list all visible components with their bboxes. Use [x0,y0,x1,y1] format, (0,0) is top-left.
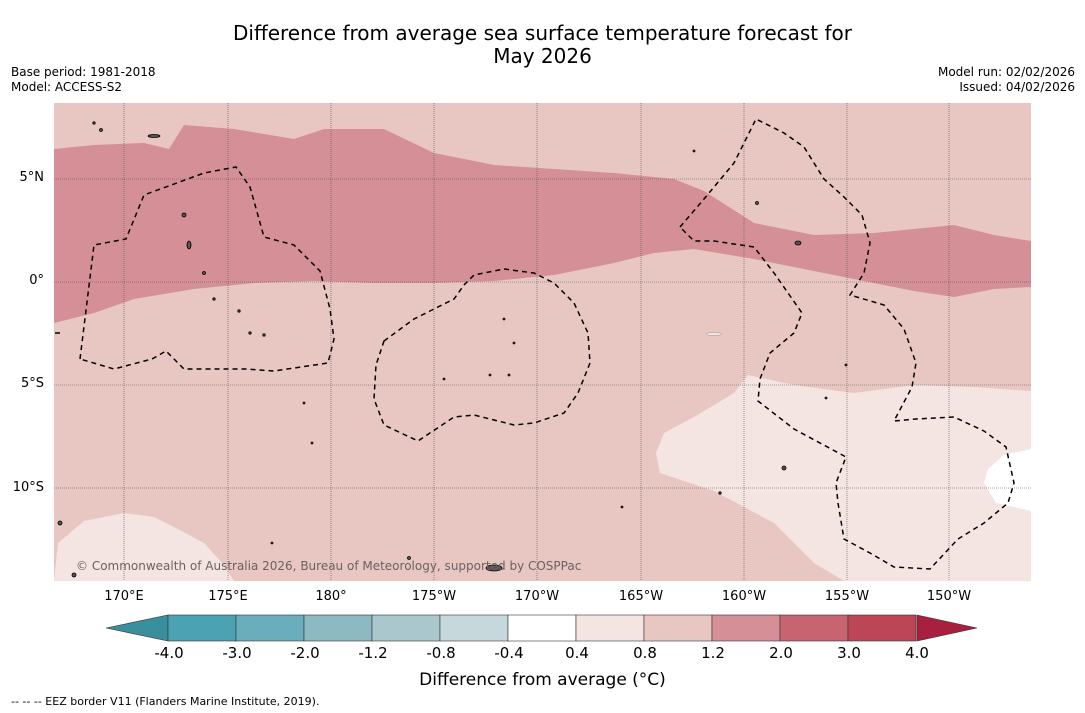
colorbar-cell [167,614,237,642]
eez-legend: -- -- -- EEZ border V11 (Flanders Marine… [11,695,320,708]
colorbar-tick: 0.8 [633,644,657,662]
colorbar-cell [643,614,713,642]
colorbar-cell [779,614,849,642]
colorbar-tick: 1.2 [701,644,725,662]
map-area [54,103,1031,581]
colorbar-cells [167,614,917,642]
title-line-1: Difference from average sea surface temp… [232,21,852,45]
lon-label-150w: 150°W [926,589,972,604]
meta-right: Model run: 02/02/2026 Issued: 04/02/2026 [938,65,1075,95]
colorbar-cell [847,614,917,642]
lon-label-165w: 165°W [618,589,664,604]
colorbar-graphic [105,614,978,642]
colorbar-arrow-high [916,614,978,642]
anomaly-region-0.4-0.8-southwest [54,513,234,581]
lon-label-155w: 155°W [824,589,870,604]
island-shoal [705,332,723,336]
colorbar-tick: -0.8 [426,644,456,662]
colorbar-tick: -1.2 [358,644,388,662]
colorbar-cell [439,614,509,642]
colorbar-arrow-low [105,614,169,642]
colorbar [105,613,980,647]
colorbar-tick: -3.0 [222,644,252,662]
lat-label-10s: 10°S [12,480,44,495]
base-period: Base period: 1981-2018 [11,65,156,79]
colorbar-cell [371,614,441,642]
chart-title: Difference from average sea surface temp… [0,22,1085,68]
islands [57,121,848,578]
gridlines [54,103,1031,581]
colorbar-tick: -2.0 [290,644,320,662]
colorbar-tick: -0.4 [494,644,524,662]
lat-label-0: 0° [29,273,44,288]
model-name: Model: ACCESS-S2 [11,80,123,94]
lat-label-5n: 5°N [19,170,45,185]
anomaly-region-neutral [984,449,1031,511]
model-run: Model run: 02/02/2026 [937,65,1075,79]
colorbar-tick: -4.0 [154,644,184,662]
colorbar-cell [507,614,577,642]
colorbar-tick: 0.4 [565,644,589,662]
issued-date: Issued: 04/02/2026 [959,80,1075,94]
colorbar-cell [575,614,645,642]
meta-left: Base period: 1981-2018 Model: ACCESS-S2 [11,65,156,95]
lon-label-175w: 175°W [411,589,457,604]
lat-label-5s: 5°S [20,376,44,391]
anomaly-region-1.2-2.0 [54,125,1031,323]
colorbar-tick: 2.0 [769,644,793,662]
sst-anomaly-map [54,103,1031,581]
copyright-notice: © Commonwealth of Australia 2026, Bureau… [76,559,582,573]
colorbar-tick: 4.0 [905,644,929,662]
lon-label-175e: 175°E [208,589,248,604]
lon-label-180: 180° [315,589,347,604]
colorbar-cell [711,614,781,642]
title-line-2: May 2026 [493,44,592,68]
colorbar-label: Difference from average (°C) [419,670,666,690]
lon-label-170e: 170°E [104,589,144,604]
colorbar-cell [235,614,305,642]
lon-label-160w: 160°W [721,589,767,604]
colorbar-cell [303,614,373,642]
eez-borders [55,117,1015,570]
anomaly-region-0.4-0.8-east [656,375,1031,581]
lon-label-170w: 170°W [514,589,560,604]
colorbar-tick: 3.0 [837,644,861,662]
